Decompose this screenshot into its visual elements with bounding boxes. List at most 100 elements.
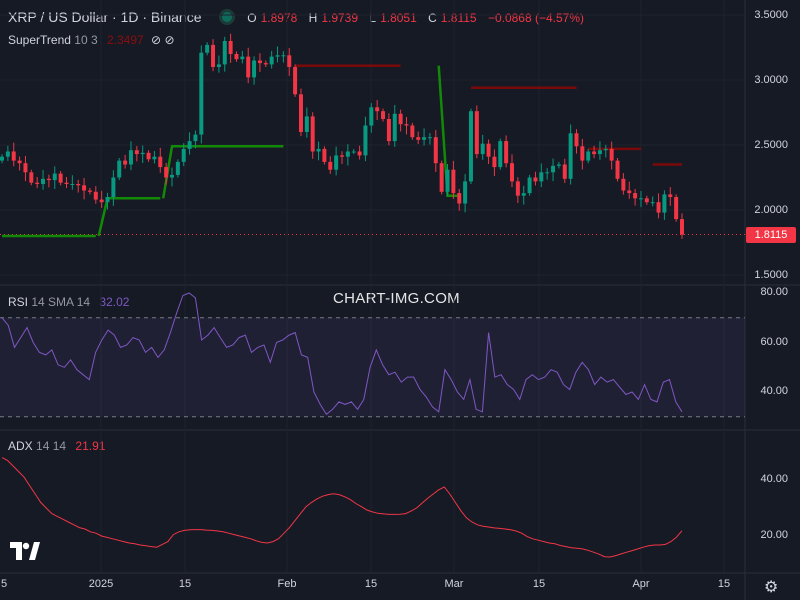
candle-body [603,148,608,151]
price-axis-label: 3.0000 [754,74,788,86]
candle-body [357,151,362,156]
candle-body [322,148,327,162]
watermark: CHART-IMG.COM [333,290,460,307]
candle-body [316,148,321,152]
candle-body [5,151,10,157]
settings-gear-icon[interactable]: ⚙ [764,579,779,596]
candle-body [650,202,655,204]
candle-body [275,55,280,57]
candle-body [58,173,63,183]
candle-body [492,156,497,168]
candle-body [328,161,333,170]
candle-body [293,67,298,95]
candle-body [304,116,309,132]
rsi-axis-label: 80.00 [760,286,788,298]
candle-body [533,177,538,182]
time-axis-label: 15 [178,578,192,590]
candle-body [105,197,110,203]
candle-body [363,125,368,156]
adx-legend[interactable]: ADX 14 14 21.91 [8,439,105,453]
candle-body [451,169,456,194]
price-axis-label: 1.5000 [754,269,788,281]
candle-body [539,172,544,182]
candle-body [515,181,520,196]
rsi-axis-label: 60.00 [760,336,788,348]
candle-body [504,141,509,164]
candle-body [76,184,81,186]
adx-axis-label: 40.00 [760,473,788,485]
visibility-off-icon[interactable]: ⊘ [151,33,162,47]
candle-body [123,160,128,165]
candle-body [351,151,356,153]
candle-body [158,156,163,168]
rsi-legend[interactable]: RSI 14 SMA 14 32.02 [8,295,129,309]
candle-body [369,107,374,126]
candle-body [234,54,239,60]
candle-body [422,137,427,140]
candle-body [0,156,4,161]
candle-body [562,164,567,179]
candle-body [46,178,51,181]
price-axis-label: 2.5000 [754,139,788,151]
candle-body [193,134,198,142]
candle-body [228,41,233,54]
candle-body [609,148,614,161]
candle-body [498,141,503,168]
symbol-title[interactable]: XRP / US Dollar · 1D · Binance [8,9,202,25]
candle-body [23,163,28,173]
adx-label: ADX [8,439,33,453]
supertrend-legend[interactable]: SuperTrend 10 3 2.3497 ⊘ ⊘ [8,33,175,47]
candle-body [175,161,180,175]
candle-body [680,219,684,235]
rsi-line [1,292,683,416]
candle-body [521,193,526,196]
candle-body [111,177,116,197]
candle-body [99,199,104,203]
candle-body [257,60,262,64]
tradingview-logo-icon [10,542,40,560]
candle-body [199,52,204,135]
candle-body [246,56,251,78]
time-axis-label: 15 [364,578,378,590]
candle-body [468,111,473,182]
candle-body [82,185,87,191]
candle-body [404,124,409,126]
visibility-off-icon-2[interactable]: ⊘ [164,33,175,47]
rsi-value: 32.02 [99,295,130,309]
candle-body [662,194,667,213]
candle-body [298,94,303,132]
rsi-band [0,317,745,417]
candle-body [17,160,22,164]
candle-body [93,191,98,200]
candle-body [211,44,216,67]
time-axis-label: Apr [632,578,650,590]
candle-body [281,55,286,57]
price-axis-label: 3.5000 [754,9,788,21]
candle-body [638,198,643,200]
candle-body [52,173,57,181]
candle-body [633,193,638,199]
candle-body [128,150,133,165]
time-axis-label: Mar [444,578,464,590]
candle-body [29,172,34,183]
time-axis-label: 15 [532,578,546,590]
candle-body [398,113,403,125]
candle-body [621,178,626,191]
candle-body [35,182,40,184]
candle-body [486,143,491,157]
candle-body [11,151,16,161]
candle-body [334,155,339,170]
candle-body [474,111,479,155]
candle-body [340,155,344,157]
adx-line [1,457,683,558]
candle-body [252,60,257,78]
candle-body [510,163,514,182]
time-axis-label: 2025 [88,578,114,590]
candle-body [146,152,151,160]
candle-body [527,177,532,194]
candle-body [70,184,75,185]
candle-body [117,160,122,178]
candle-body [140,152,145,155]
candle-body [586,151,591,161]
